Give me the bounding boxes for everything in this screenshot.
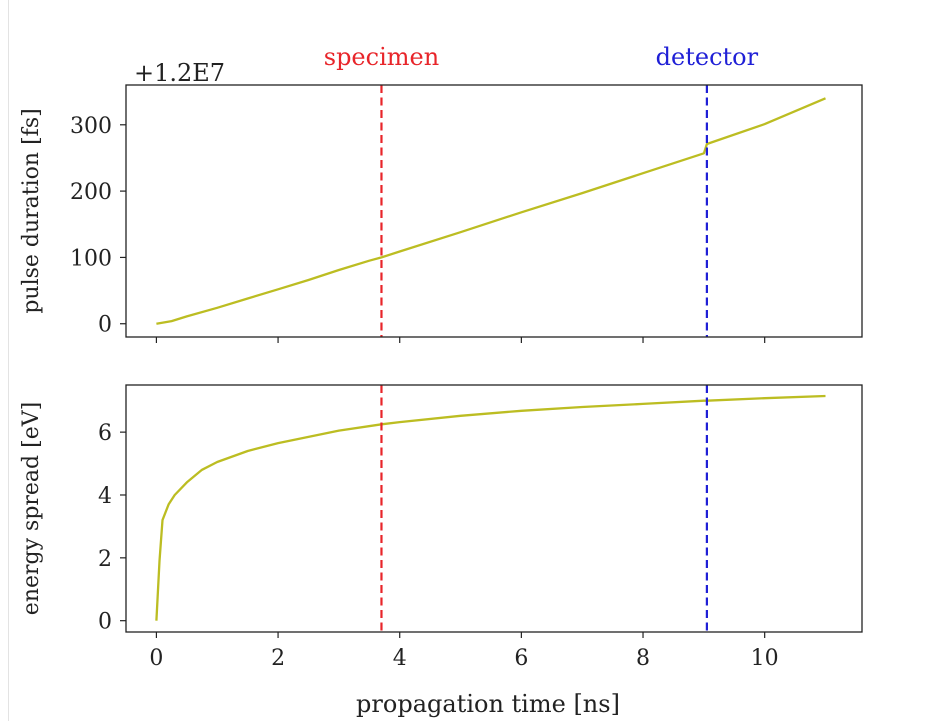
- y-tick-label: 4: [98, 484, 112, 509]
- x-tick-label: 6: [514, 646, 528, 671]
- axes-frame: [125, 384, 863, 633]
- axes-frame: [125, 84, 863, 338]
- y-tick-label: 0: [98, 610, 112, 635]
- x-axis-label: propagation time [ns]: [356, 690, 620, 718]
- x-tick-label: 10: [751, 646, 779, 671]
- left-border: [8, 0, 9, 721]
- y-axis-label: pulse duration [fs]: [19, 108, 44, 313]
- bottom-panel: 0 2 4 6 8 10 0 2 4 6 energy spread [eV] propagation…: [19, 384, 863, 718]
- y-tick-label: 200: [70, 180, 112, 205]
- y-tick-label: 100: [70, 246, 112, 271]
- y-tick-label: 0: [98, 313, 112, 338]
- y-tick-label: 300: [70, 114, 112, 139]
- y-tick-label: 2: [98, 547, 112, 572]
- marker-label: specimen: [324, 43, 439, 71]
- x-tick-label: 8: [636, 646, 650, 671]
- x-tick-label: 4: [393, 646, 407, 671]
- top-panel: specimen detector 0 100 200 300 pulse duration…: [19, 43, 863, 343]
- marker-label: detector: [656, 43, 759, 71]
- y-axis-label: energy spread [eV]: [19, 402, 44, 615]
- x-tick-label: 2: [271, 646, 285, 671]
- y-tick-label: 6: [98, 421, 112, 446]
- offset-text: +1.2E7: [134, 59, 225, 87]
- series-line: [156, 97, 826, 325]
- series-line: [155, 394, 826, 621]
- x-tick-label: 0: [149, 646, 163, 671]
